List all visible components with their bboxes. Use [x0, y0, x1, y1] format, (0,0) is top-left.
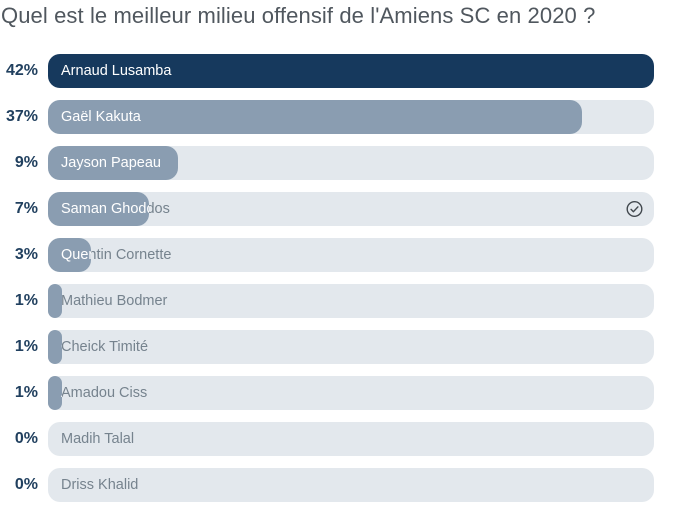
option-bar-fill: Amadou Ciss [48, 375, 63, 410]
poll-option-row[interactable]: 3% Quentin Cornette Quentin Cornette [0, 237, 688, 272]
poll-option-row[interactable]: 7% Saman Ghoddos Saman Ghoddos [0, 191, 688, 226]
check-circle-icon [626, 200, 643, 217]
percent-label: 7% [14, 199, 38, 217]
percent-label: 1% [14, 337, 38, 355]
option-bar-track[interactable]: Driss Khalid Driss Khalid [48, 467, 654, 502]
percent-label: 0% [14, 475, 38, 493]
option-bar-fill: Arnaud Lusamba [48, 53, 654, 88]
percent-label: 37% [5, 107, 38, 125]
poll-option-row[interactable]: 1% Mathieu Bodmer Mathieu Bodmer [0, 283, 688, 318]
percent-label: 1% [14, 383, 38, 401]
option-bar-track[interactable]: Jayson Papeau Jayson Papeau [48, 145, 654, 180]
option-bar-fill: Quentin Cornette [48, 237, 92, 272]
option-label-overlay: Saman Ghoddos [61, 200, 149, 217]
poll-option-row[interactable]: 0% Madih Talal Madih Talal [0, 421, 688, 456]
poll-option-row[interactable]: 1% Cheick Timité Cheick Timité [0, 329, 688, 364]
option-label-overlay: Cheick Timité [61, 339, 62, 355]
option-bar-track[interactable]: Gaël Kakuta Gaël Kakuta [48, 99, 654, 134]
poll-options-list: 42% Arnaud Lusamba Arnaud Lusamba 37% Ga… [0, 53, 688, 502]
option-bar-track[interactable]: Arnaud Lusamba Arnaud Lusamba [48, 53, 654, 88]
poll-option-row[interactable]: 9% Jayson Papeau Jayson Papeau [0, 145, 688, 180]
option-bar-track[interactable]: Mathieu Bodmer Mathieu Bodmer [48, 283, 654, 318]
percent-label: 3% [14, 245, 38, 263]
option-bar-fill: Cheick Timité [48, 329, 63, 364]
percent-label: 1% [14, 291, 38, 309]
option-label-overlay: Amadou Ciss [61, 385, 62, 401]
poll-option-row[interactable]: 0% Driss Khalid Driss Khalid [0, 467, 688, 502]
option-label: Madih Talal [61, 430, 135, 447]
option-bar-fill: Saman Ghoddos [48, 191, 149, 226]
option-label: Driss Khalid [61, 476, 139, 493]
option-label: Amadou Ciss [61, 384, 148, 401]
option-bar-track[interactable]: Cheick Timité Cheick Timité [48, 329, 654, 364]
poll-option-row[interactable]: 1% Amadou Ciss Amadou Ciss [0, 375, 688, 410]
option-label-overlay: Jayson Papeau [61, 154, 161, 171]
poll-option-row[interactable]: 37% Gaël Kakuta Gaël Kakuta [0, 99, 688, 134]
option-label-overlay: Quentin Cornette [61, 246, 91, 263]
percent-label: 9% [14, 153, 38, 171]
option-bar-fill: Gaël Kakuta [48, 99, 582, 134]
option-label-overlay: Mathieu Bodmer [61, 293, 62, 309]
option-label-overlay: Gaël Kakuta [61, 108, 141, 125]
option-label: Cheick Timité [61, 338, 149, 355]
option-label-overlay: Arnaud Lusamba [61, 62, 172, 79]
option-label: Mathieu Bodmer [61, 292, 168, 309]
percent-label: 0% [14, 429, 38, 447]
option-bar-track[interactable]: Saman Ghoddos Saman Ghoddos [48, 191, 654, 226]
option-bar-track[interactable]: Quentin Cornette Quentin Cornette [48, 237, 654, 272]
poll-question-title: Quel est le meilleur milieu offensif de … [1, 3, 596, 28]
option-bar-track[interactable]: Amadou Ciss Amadou Ciss [48, 375, 654, 410]
option-bar-fill: Jayson Papeau [48, 145, 178, 180]
percent-label: 42% [5, 61, 38, 79]
poll-option-row[interactable]: 42% Arnaud Lusamba Arnaud Lusamba [0, 53, 688, 88]
option-bar-fill: Mathieu Bodmer [48, 283, 63, 318]
option-bar-track[interactable]: Madih Talal Madih Talal [48, 421, 654, 456]
